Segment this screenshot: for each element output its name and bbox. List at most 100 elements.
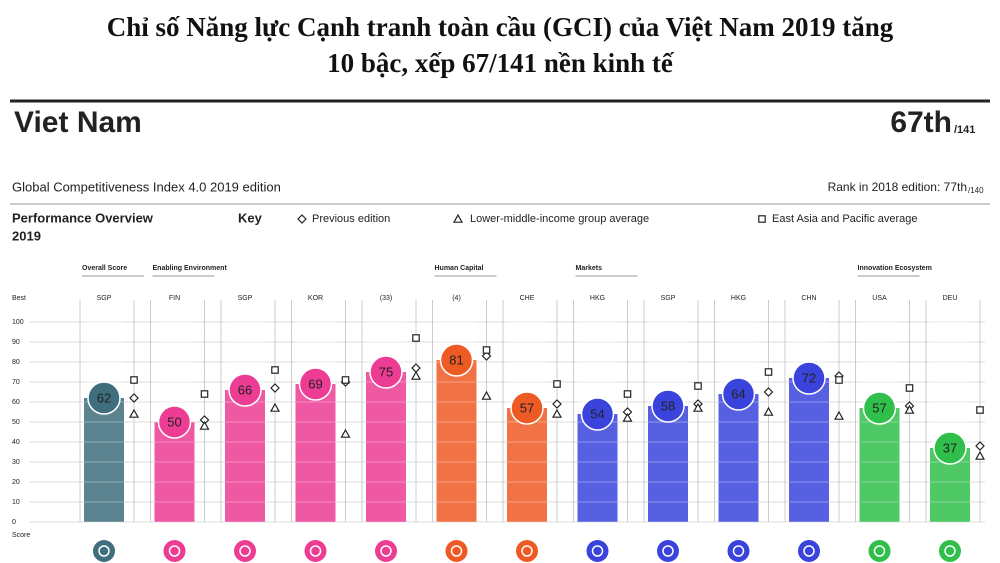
group-label: Overall Score bbox=[82, 265, 127, 272]
year: 2019 bbox=[12, 228, 41, 243]
legend-label: East Asia and Pacific average bbox=[772, 213, 918, 225]
marker-square bbox=[764, 368, 773, 376]
category-label: USA bbox=[872, 295, 887, 302]
category-label: SGP bbox=[97, 295, 112, 302]
pillar-icon bbox=[445, 540, 468, 562]
rank-of: /141 bbox=[954, 124, 975, 136]
value-label: 58 bbox=[661, 398, 675, 413]
marker-triangle bbox=[481, 390, 492, 400]
group-label: Innovation Ecosystem bbox=[858, 265, 932, 272]
bar bbox=[859, 408, 900, 522]
marker-square bbox=[412, 334, 420, 342]
pillar-icon-glyph bbox=[168, 545, 181, 557]
value-label: 50 bbox=[167, 414, 181, 429]
value-label: 75 bbox=[379, 364, 393, 379]
category-label: KOR bbox=[308, 295, 323, 302]
marker-diamond bbox=[129, 393, 139, 403]
marker-square bbox=[200, 390, 209, 398]
bar bbox=[436, 360, 477, 522]
marker-square bbox=[130, 376, 138, 384]
bar bbox=[366, 372, 406, 522]
marker-triangle bbox=[763, 406, 774, 416]
bar bbox=[648, 406, 688, 522]
pillar-icon-glyph bbox=[309, 545, 322, 557]
marker-square bbox=[835, 376, 843, 384]
value-label: 64 bbox=[731, 386, 745, 401]
category-label: (4) bbox=[452, 295, 461, 302]
marker-diamond bbox=[763, 387, 774, 397]
value-label: 57 bbox=[520, 400, 534, 415]
axis-top-label: Best bbox=[12, 295, 26, 302]
marker-square bbox=[758, 215, 766, 223]
pillar-icon bbox=[727, 540, 750, 562]
marker-square bbox=[623, 390, 632, 398]
marker-triangle bbox=[904, 404, 915, 414]
value-label: 37 bbox=[943, 440, 957, 455]
group-label: Enabling Environment bbox=[153, 265, 228, 272]
bar bbox=[507, 408, 547, 522]
pillar-icon bbox=[516, 540, 538, 562]
category-label: SGP bbox=[661, 295, 676, 302]
value-badge bbox=[439, 343, 474, 377]
marker-diamond bbox=[297, 214, 307, 224]
pillar-icon-glyph bbox=[591, 545, 604, 557]
pillar-icon-glyph bbox=[803, 545, 815, 557]
pillar-icon-glyph bbox=[239, 545, 251, 557]
value-badge bbox=[721, 377, 756, 411]
category-label: CHN bbox=[801, 295, 816, 302]
title-line: 10 bậc, xếp 67/141 nền kinh tế bbox=[327, 48, 675, 78]
value-badge bbox=[580, 397, 615, 431]
value-badge bbox=[87, 381, 121, 415]
category-label: HKG bbox=[731, 295, 746, 302]
pillar-icon bbox=[304, 540, 327, 562]
value-label: 66 bbox=[238, 382, 252, 397]
y-tick-label: 30 bbox=[12, 459, 20, 466]
group-label: Markets bbox=[576, 265, 603, 272]
category-label: CHE bbox=[520, 295, 535, 302]
marker-triangle bbox=[199, 420, 210, 430]
marker-square bbox=[271, 366, 279, 374]
group-label: Human Capital bbox=[435, 265, 484, 272]
category-label: HKG bbox=[590, 295, 605, 302]
pillar-icon bbox=[868, 540, 891, 562]
bar bbox=[577, 414, 618, 522]
pillar-icon-glyph bbox=[450, 545, 463, 557]
pillar-icon bbox=[93, 540, 115, 562]
value-label: 81 bbox=[449, 352, 463, 367]
bar bbox=[295, 384, 336, 522]
value-badge bbox=[228, 373, 262, 407]
pillar-icon-glyph bbox=[873, 545, 886, 557]
y-tick-label: 80 bbox=[12, 359, 20, 366]
pillar-icon bbox=[939, 540, 961, 562]
pillar-icon bbox=[586, 540, 609, 562]
marker-square bbox=[341, 376, 350, 384]
pillar-icon-glyph bbox=[944, 545, 956, 557]
value-label: 62 bbox=[97, 390, 111, 405]
marker-square bbox=[482, 346, 491, 354]
value-badge bbox=[510, 391, 544, 425]
category-label: (33) bbox=[380, 295, 392, 302]
legend-label: Lower-middle-income group average bbox=[470, 213, 649, 225]
value-label: 72 bbox=[802, 370, 816, 385]
y-tick-label: 0 bbox=[12, 519, 16, 526]
prev-rank-of: /140 bbox=[968, 186, 984, 195]
marker-triangle bbox=[551, 408, 563, 418]
bar bbox=[84, 398, 124, 522]
country: Viet Nam bbox=[14, 106, 142, 139]
y-tick-label: 90 bbox=[12, 339, 20, 346]
marker-diamond bbox=[481, 351, 492, 361]
chart-title: Performance Overview bbox=[12, 210, 154, 225]
marker-square bbox=[553, 380, 561, 388]
marker-triangle bbox=[622, 412, 633, 422]
edition: Global Competitiveness Index 4.0 2019 ed… bbox=[12, 179, 281, 194]
category-label: SGP bbox=[238, 295, 253, 302]
pillar-icon bbox=[375, 540, 397, 562]
pillar-icon-glyph bbox=[98, 545, 110, 557]
y-tick-label: 70 bbox=[12, 379, 20, 386]
pillar-icon-glyph bbox=[662, 545, 674, 557]
marker-triangle bbox=[452, 213, 464, 223]
value-badge bbox=[298, 367, 333, 401]
bar bbox=[718, 394, 759, 522]
key-label: Key bbox=[238, 210, 263, 225]
y-tick-label: 50 bbox=[12, 419, 20, 426]
